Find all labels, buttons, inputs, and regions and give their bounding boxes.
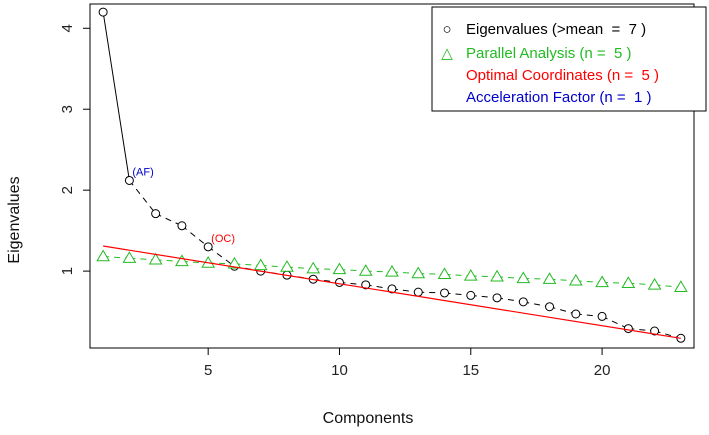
parallel-analysis-segment <box>523 277 550 280</box>
eigenvalues-point <box>151 209 161 219</box>
parallel-analysis-point <box>621 276 636 288</box>
legend-label-acceleration: Acceleration Factor (n = 1 ) <box>466 89 652 106</box>
x-axis-title: Components <box>323 410 414 427</box>
x-tick-label: 20 <box>594 362 611 379</box>
legend: ○ Eigenvalues (>mean = 7 ) △ Parallel An… <box>431 6 707 112</box>
series-layer <box>96 7 688 343</box>
parallel-analysis-segment <box>365 270 393 273</box>
eigenvalues-segment <box>155 213 183 227</box>
parallel-analysis-segment <box>628 282 655 286</box>
eigenvalues-segment <box>181 225 209 248</box>
parallel-analysis-point <box>647 277 662 290</box>
parallel-analysis-segment <box>418 273 445 275</box>
eigenvalues-segment <box>549 306 576 315</box>
parallel-analysis-point <box>490 269 504 282</box>
annotations-layer: (AF) (OC) <box>132 166 235 244</box>
y-tick-label: 4 <box>59 24 76 32</box>
eigenvalues-point <box>177 221 187 231</box>
x-tick-label: 5 <box>204 362 212 379</box>
eigenvalues-point <box>413 287 423 297</box>
eigenvalues-segment <box>601 315 629 330</box>
eigenvalues-segment <box>102 12 130 181</box>
parallel-analysis-point <box>411 266 426 279</box>
eigenvalues-point <box>545 302 555 312</box>
x-tick-label: 15 <box>462 362 479 379</box>
y-tick-label: 2 <box>59 186 76 194</box>
eigenvalues-point <box>124 175 134 185</box>
parallel-analysis-point <box>175 254 189 267</box>
parallel-analysis-segment <box>602 281 629 284</box>
parallel-analysis-segment <box>339 268 366 272</box>
x-tick-label: 10 <box>331 362 348 379</box>
parallel-analysis-segment <box>575 280 603 283</box>
eigenvalues-point <box>623 324 633 334</box>
parallel-analysis-point <box>306 261 321 274</box>
eigenvalues-segment <box>128 180 157 214</box>
eigenvalues-point <box>440 288 450 298</box>
parallel-analysis-point <box>122 251 137 263</box>
eigenvalues-point <box>98 7 108 17</box>
parallel-analysis-segment <box>549 278 576 282</box>
parallel-analysis-segment <box>444 273 471 277</box>
parallel-analysis-segment <box>313 268 340 270</box>
parallel-analysis-segment <box>103 256 130 259</box>
y-tick-label: 3 <box>59 105 76 113</box>
eigenvalues-point <box>361 280 371 290</box>
oc-annotation: (OC) <box>211 233 235 245</box>
parallel-analysis-segment <box>181 260 209 264</box>
parallel-analysis-point <box>280 260 294 272</box>
parallel-analysis-point <box>227 256 242 269</box>
eigenvalues-segment <box>207 246 235 267</box>
y-tick-label: 1 <box>59 267 76 275</box>
parallel-analysis-point <box>358 264 373 276</box>
legend-label-optimal: Optimal Coordinates (n = 5 ) <box>466 67 659 84</box>
eigenvalues-point <box>203 242 213 252</box>
eigenvalues-point <box>571 309 581 319</box>
legend-marker-parallel: △ <box>441 45 453 62</box>
parallel-analysis-point <box>148 252 163 265</box>
legend-marker-eigenvalues: ○ <box>442 21 451 38</box>
eigenvalues-point <box>650 326 660 336</box>
eigenvalues-point <box>492 293 502 303</box>
parallel-analysis-segment <box>497 276 524 279</box>
parallel-analysis-point <box>568 273 583 286</box>
parallel-analysis-point <box>516 271 531 284</box>
parallel-analysis-segment <box>155 259 182 262</box>
parallel-analysis-point <box>332 262 347 275</box>
eigenvalues-point <box>387 284 397 294</box>
parallel-analysis-point <box>437 267 452 280</box>
parallel-analysis-segment <box>286 266 314 270</box>
parallel-analysis-point <box>385 264 399 277</box>
parallel-analysis-point <box>463 268 478 281</box>
legend-box <box>431 6 707 112</box>
parallel-analysis-segment <box>234 263 261 266</box>
parallel-analysis-point <box>253 258 268 271</box>
axes-layer: 5 10 15 20 1 2 3 4 <box>59 3 695 379</box>
parallel-analysis-segment <box>470 275 498 278</box>
af-annotation: (AF) <box>132 166 153 178</box>
legend-label-eigenvalues: Eigenvalues (>mean = 7 ) <box>466 21 646 38</box>
parallel-analysis-segment <box>260 264 287 268</box>
parallel-analysis-segment <box>129 257 156 261</box>
legend-label-parallel: Parallel Analysis (n = 5 ) <box>466 45 632 62</box>
parallel-analysis-point <box>595 275 609 288</box>
parallel-analysis-segment <box>654 284 681 288</box>
parallel-analysis-segment <box>391 271 419 275</box>
eigenvalues-point <box>597 311 607 321</box>
y-axis-title: Eigenvalues <box>6 176 23 263</box>
parallel-analysis-point <box>96 249 111 262</box>
parallel-analysis-point <box>673 280 688 292</box>
eigenvalues-point <box>518 297 528 307</box>
optimal-coordinates-line <box>103 245 681 339</box>
parallel-analysis-point <box>542 272 557 284</box>
eigenvalues-point <box>466 290 476 300</box>
eigenvalues-point <box>334 277 344 287</box>
plot-frame <box>89 3 695 349</box>
